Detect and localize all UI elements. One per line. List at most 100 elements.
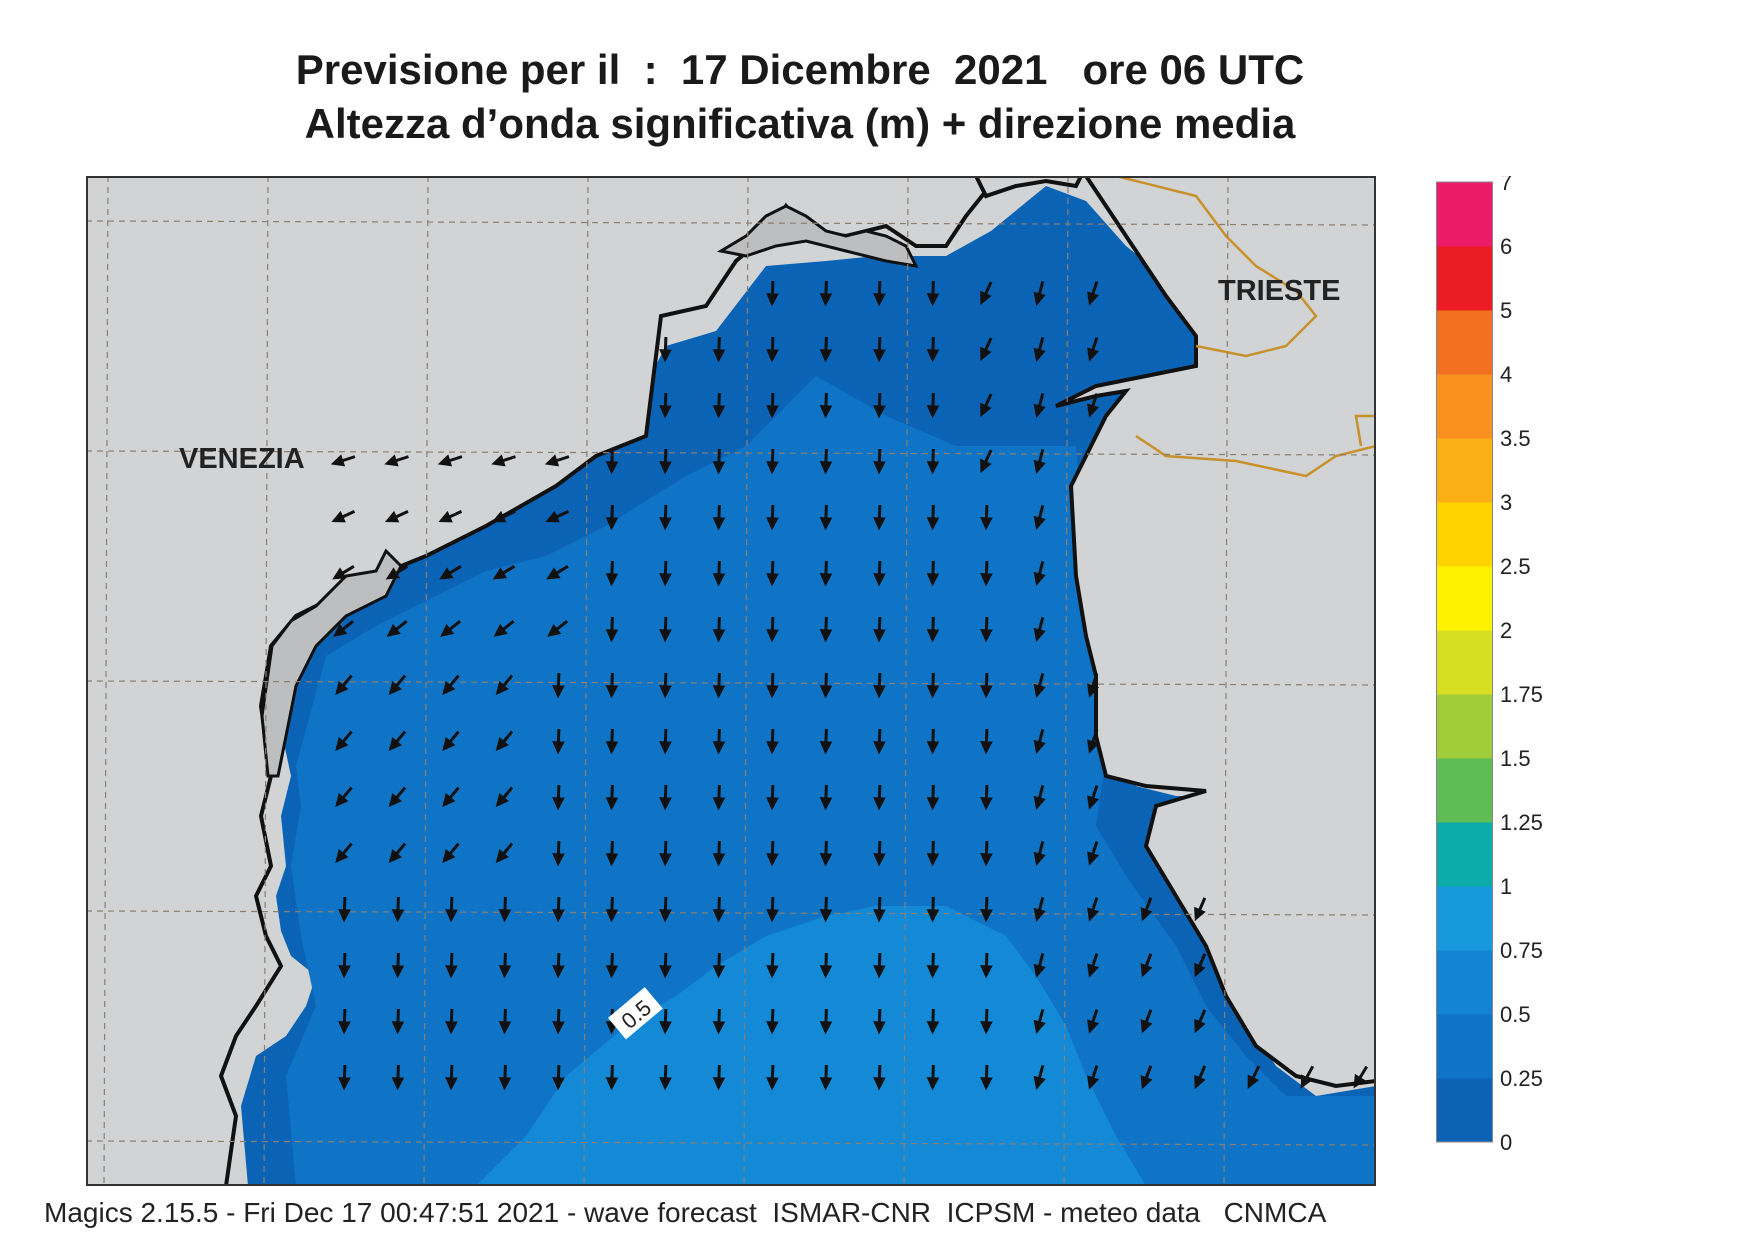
wave-arrow-head xyxy=(659,461,672,475)
wave-arrow-head xyxy=(873,1077,886,1091)
wave-arrow-head xyxy=(766,517,779,531)
wave-arrow-head xyxy=(980,402,992,418)
wave-arrow-head xyxy=(980,853,993,867)
wave-arrow-head xyxy=(437,454,453,467)
wave-arrow-head xyxy=(819,1077,833,1091)
wave-arrow-head xyxy=(819,965,833,979)
wave-arrow-head xyxy=(712,405,726,419)
wave-arrow-head xyxy=(712,349,726,363)
wave-arrow-head xyxy=(388,681,402,696)
wave-arrow-head xyxy=(873,1021,886,1035)
wave-arrow-head xyxy=(338,1077,351,1091)
wave-arrow-head xyxy=(1247,1074,1260,1089)
wave-arrow-head xyxy=(712,741,726,755)
wave-arrow-head xyxy=(926,629,940,643)
wave-arrow-head xyxy=(498,1021,512,1035)
wave-arrow-head xyxy=(766,1021,779,1035)
wave-arrow-head xyxy=(819,461,833,475)
wave-arrow-head xyxy=(1033,683,1046,698)
wave-arrow-head xyxy=(391,1021,405,1035)
wave-arrow-head xyxy=(980,1021,993,1035)
wave-arrow-head xyxy=(1033,739,1046,754)
wave-arrow-head xyxy=(442,849,456,864)
wave-arrow-head xyxy=(766,293,779,307)
wave-arrow-head xyxy=(1087,739,1100,754)
wave-arrow-head xyxy=(1033,1019,1046,1034)
wave-arrow-head xyxy=(926,293,940,307)
land-grado-lagoon xyxy=(716,204,919,268)
wave-arrow-head xyxy=(547,623,562,637)
wave-arrow-head xyxy=(385,567,401,580)
wave-arrow-head xyxy=(605,685,619,699)
wave-arrow-head xyxy=(493,623,508,637)
wave-arrow-head xyxy=(605,461,619,475)
legend-tick-label: 0.25 xyxy=(1500,1066,1543,1091)
graticule-meridian xyxy=(743,176,749,1186)
wave-arrow-head xyxy=(1087,403,1100,418)
wave-arrow-head xyxy=(1087,1019,1100,1034)
wave-arrow-head xyxy=(384,510,400,523)
wave-arrow-head xyxy=(766,797,779,811)
wave-arrow-head xyxy=(445,1021,458,1035)
wave-arrow-head xyxy=(605,853,619,867)
legend-tick-label: 1.75 xyxy=(1500,682,1543,707)
legend-color-band xyxy=(1436,694,1492,759)
wave-arrow-head xyxy=(1033,515,1046,530)
wave-arrow-head xyxy=(980,1077,993,1091)
wave-arrow-head xyxy=(659,797,672,811)
wave-arrow-head xyxy=(495,793,509,808)
land-lagoon-gray xyxy=(260,548,403,778)
wave-arrow-head xyxy=(712,461,726,475)
wave-arrow-head xyxy=(766,461,779,475)
wave-arrow-head xyxy=(442,681,456,696)
wave-arrow-head xyxy=(552,797,565,811)
legend-color-band xyxy=(1436,950,1492,1015)
wave-arrow-head xyxy=(926,573,940,587)
land-friuli xyxy=(973,176,1084,199)
wave-arrow-head xyxy=(552,1021,565,1035)
wave-arrow-head xyxy=(819,573,833,587)
wave-arrow-head xyxy=(766,1077,779,1091)
wave-arrow-head xyxy=(926,349,940,363)
wave-arrow-head xyxy=(1087,907,1100,922)
wave-arrow-head xyxy=(1033,963,1046,978)
wave-arrow-head xyxy=(552,685,565,699)
wave-direction-arrows xyxy=(330,280,1368,1091)
legend-color-band xyxy=(1436,246,1492,311)
wave-arrow-head xyxy=(819,1021,833,1035)
wave-arrow-head xyxy=(873,573,886,587)
wave-arrow-head xyxy=(1033,851,1046,866)
legend-color-band xyxy=(1436,438,1492,503)
wave-arrow-head xyxy=(546,567,561,580)
wave-arrow-head xyxy=(980,346,992,362)
wave-arrow-head xyxy=(766,405,779,419)
map-frame xyxy=(86,176,1376,1186)
wave-arrow-head xyxy=(1194,962,1206,978)
wave-arrow-head xyxy=(926,1077,940,1091)
wave-arrow-head xyxy=(659,1021,672,1035)
wave-arrow-head xyxy=(605,741,619,755)
wave-arrow-head xyxy=(766,741,779,755)
wave-arrow-head xyxy=(1087,795,1100,810)
wave-arrow-head xyxy=(926,685,940,699)
wave-arrow-head xyxy=(335,737,349,752)
wave-arrow-head xyxy=(819,685,833,699)
wave-arrow-head xyxy=(445,909,458,923)
title-line-1: Previsione per il : 17 Dicembre 2021 ore… xyxy=(295,46,1305,93)
wave-arrow-head xyxy=(491,454,506,467)
wave-arrow-head xyxy=(766,909,779,923)
wave-arrow-head xyxy=(873,349,886,363)
wave-arrow-head xyxy=(605,909,619,923)
wave-arrow-head xyxy=(766,349,779,363)
wave-arrow-head xyxy=(873,629,886,643)
legend-tick-label: 6 xyxy=(1500,234,1512,259)
wave-arrow-head xyxy=(926,461,940,475)
wave-arrow-head xyxy=(819,405,833,419)
wave-arrow-head xyxy=(335,681,349,696)
wave-arrow-head xyxy=(873,741,886,755)
wave-arrow-head xyxy=(605,573,619,587)
wave-arrow-head xyxy=(659,909,672,923)
wave-arrow-head xyxy=(873,965,886,979)
wave-arrow-head xyxy=(1140,1075,1153,1090)
wave-arrow-head xyxy=(1087,683,1100,698)
